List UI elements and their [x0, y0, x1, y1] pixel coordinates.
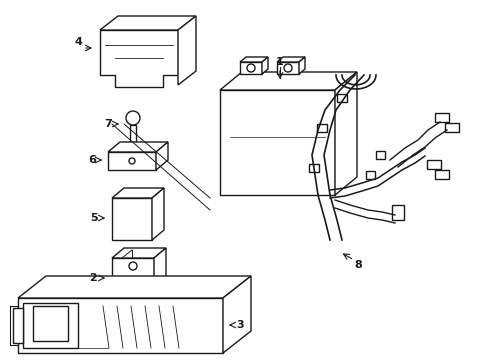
Bar	[336, 94, 346, 102]
Text: 6: 6	[88, 155, 96, 165]
Bar	[316, 124, 326, 132]
Text: 3: 3	[236, 320, 244, 330]
Text: 4: 4	[74, 37, 82, 47]
Text: 8: 8	[353, 260, 361, 270]
Bar	[365, 171, 374, 179]
Bar	[375, 151, 384, 159]
Bar	[444, 123, 458, 132]
Bar	[108, 152, 156, 170]
Polygon shape	[298, 57, 305, 74]
Polygon shape	[100, 30, 178, 87]
Bar	[434, 113, 448, 122]
Circle shape	[129, 262, 137, 270]
Circle shape	[284, 64, 291, 72]
Polygon shape	[100, 16, 196, 30]
Polygon shape	[156, 142, 168, 170]
Polygon shape	[262, 57, 267, 74]
Bar	[220, 90, 334, 195]
Polygon shape	[276, 57, 305, 62]
Text: 5: 5	[90, 213, 98, 223]
Polygon shape	[240, 57, 267, 62]
Polygon shape	[178, 16, 196, 85]
Bar	[112, 258, 154, 298]
Circle shape	[246, 64, 254, 72]
Circle shape	[129, 158, 135, 164]
Bar	[308, 164, 318, 172]
Polygon shape	[152, 188, 163, 240]
Bar	[391, 205, 403, 220]
Bar	[23, 303, 78, 348]
Text: 2: 2	[89, 273, 97, 283]
Polygon shape	[154, 248, 165, 298]
Text: 7: 7	[104, 119, 112, 129]
Polygon shape	[223, 276, 250, 353]
Polygon shape	[13, 308, 23, 343]
Bar	[130, 125, 136, 143]
Polygon shape	[112, 248, 165, 258]
Polygon shape	[18, 276, 250, 298]
Polygon shape	[334, 72, 356, 195]
Bar	[18, 298, 223, 353]
Bar	[240, 62, 262, 74]
Polygon shape	[108, 142, 168, 152]
Text: 1: 1	[276, 57, 284, 67]
Polygon shape	[220, 72, 356, 90]
Bar	[276, 62, 298, 74]
Bar	[426, 160, 440, 169]
Bar	[112, 198, 152, 240]
Bar	[33, 306, 68, 341]
Circle shape	[126, 111, 140, 125]
Polygon shape	[112, 188, 163, 198]
Bar	[434, 170, 448, 179]
